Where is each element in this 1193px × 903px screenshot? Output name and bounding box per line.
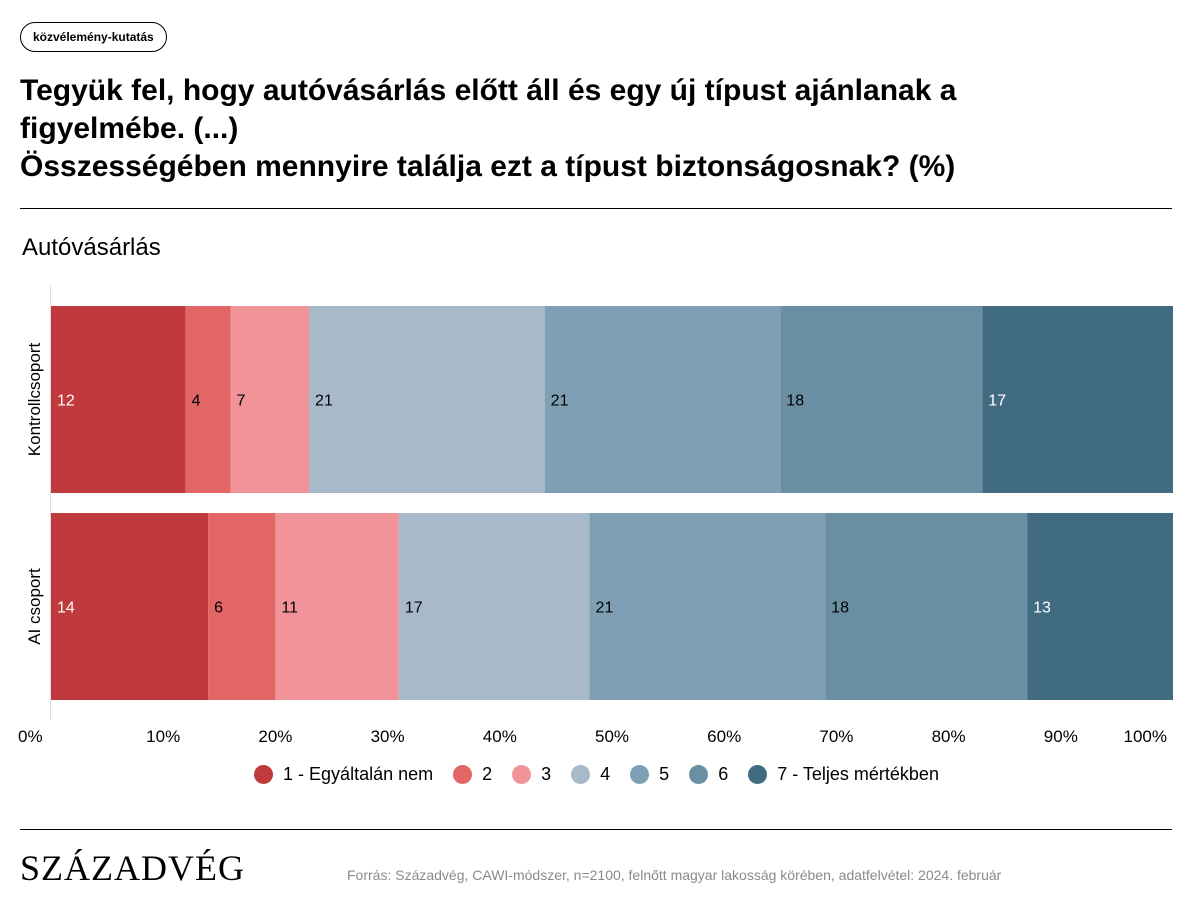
title-line: Összességében mennyire találja ezt a típ… [20, 150, 956, 183]
data-label: 17 [988, 393, 1006, 410]
bar-segment [780, 306, 983, 493]
x-tick-label: 0% [18, 727, 43, 746]
data-label: 12 [57, 393, 75, 410]
data-label: 4 [192, 393, 201, 410]
bar-segment [208, 513, 276, 700]
bar-segment [982, 306, 1173, 493]
stacked-bar-chart: 12 4 7 21 21 18 17 Kontrollcsoport 14 6 11 17 21 18 13… [18, 286, 1173, 746]
legend-swatch [689, 765, 709, 784]
legend-item: 2 [453, 764, 492, 785]
bar-segment [825, 513, 1028, 700]
bar-segment [51, 306, 186, 493]
data-label: 13 [1033, 600, 1051, 617]
topic-tag: közvélemény-kutatás [20, 22, 167, 52]
legend-item: 7 - Teljes mértékben [748, 764, 939, 785]
chart-legend: 1 - Egyáltalán nem 2 3 4 5 6 7 - Teljes mérték… [0, 764, 1193, 785]
data-label: 18 [831, 600, 849, 617]
legend-swatch [453, 765, 473, 784]
x-tick-label: 100% [1124, 727, 1167, 746]
data-label: 7 [237, 393, 246, 410]
title-line: Tegyük fel, hogy autóvásárlás előtt áll … [20, 74, 957, 107]
legend-item: 5 [630, 764, 669, 785]
bar-segment [230, 306, 310, 493]
szazadveg-logo: SZÁZADVÉG [20, 848, 245, 888]
x-tick-label: 50% [595, 727, 629, 746]
x-tick-label: 40% [483, 727, 517, 746]
category-label: Kontrollcsoport [25, 343, 44, 457]
legend-label: 7 - Teljes mértékben [777, 764, 939, 784]
legend-item: 1 - Egyáltalán nem [254, 764, 433, 785]
title-line: figyelmébe. (...) [20, 112, 239, 145]
data-label: 11 [281, 600, 298, 617]
data-label: 18 [786, 393, 804, 410]
legend-label: 6 [718, 764, 729, 784]
legend-item: 6 [689, 764, 728, 785]
x-tick-label: 70% [819, 727, 853, 746]
legend-swatch [571, 765, 591, 784]
x-tick-label: 80% [932, 727, 966, 746]
data-label: 17 [405, 600, 423, 617]
bar-segment [589, 513, 826, 700]
data-label: 6 [214, 600, 223, 617]
bar-segment [398, 513, 590, 700]
bar-segment [1027, 513, 1173, 700]
bar-segment [309, 306, 545, 493]
legend-label: 1 - Egyáltalán nem [283, 764, 434, 784]
legend-label: 3 [541, 764, 552, 784]
legend-swatch [630, 765, 650, 784]
top-divider [20, 208, 1172, 209]
legend-label: 4 [600, 764, 611, 784]
x-tick-label: 10% [146, 727, 180, 746]
chart-subtitle: Autóvásárlás [22, 234, 161, 261]
chart-title: Tegyük fel, hogy autóvásárlás előtt áll … [20, 72, 1170, 186]
legend-item: 3 [512, 764, 551, 785]
data-label: 21 [315, 393, 333, 410]
legend-swatch [512, 765, 532, 784]
legend-label: 5 [659, 764, 670, 784]
x-tick-label: 90% [1044, 727, 1078, 746]
x-tick-label: 60% [707, 727, 741, 746]
legend-swatch [748, 765, 768, 784]
source-note: Forrás: Századvég, CAWI-módszer, n=2100,… [347, 867, 1002, 883]
legend-label: 2 [482, 764, 493, 784]
bottom-divider [20, 829, 1172, 830]
x-tick-label: 20% [258, 727, 292, 746]
x-tick-label: 30% [371, 727, 405, 746]
category-label: AI csoport [25, 568, 44, 645]
data-label: 21 [596, 600, 614, 617]
bar-segment [275, 513, 399, 700]
legend-swatch [254, 765, 274, 784]
legend-item: 4 [571, 764, 610, 785]
bar-segment [185, 306, 231, 493]
data-label: 14 [57, 600, 75, 617]
bar-segment [544, 306, 781, 493]
data-label: 21 [551, 393, 569, 410]
bar-segment [51, 513, 209, 700]
